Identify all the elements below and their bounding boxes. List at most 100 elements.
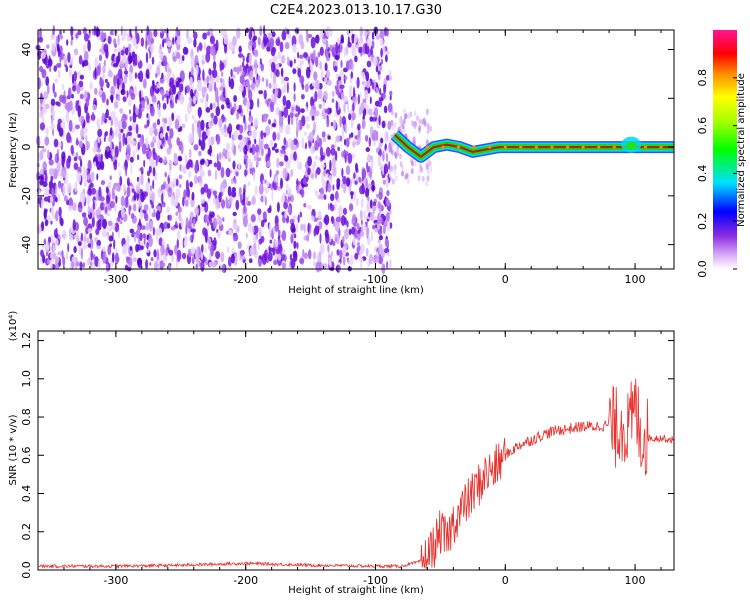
noise-speckle [378,115,381,126]
noise-speckle [90,171,95,182]
noise-speckle [95,189,99,202]
noise-speckle [382,92,386,99]
noise-speckle [239,124,244,134]
noise-speckle [306,204,312,210]
noise-speckle [66,158,71,169]
noise-speckle [109,243,112,248]
noise-speckle [429,125,433,132]
noise-speckle [168,116,172,128]
signal-peak-dot [643,145,648,149]
noise-speckle [219,127,223,132]
noise-speckle [113,48,118,53]
noise-speckle [85,134,88,146]
noise-speckle [349,84,353,94]
noise-speckle [361,168,367,179]
noise-speckle [151,56,155,65]
noise-speckle [218,117,223,129]
noise-speckle [54,78,59,84]
noise-speckle [194,119,198,124]
noise-speckle [303,202,307,208]
noise-speckle [194,207,200,216]
noise-speckle [46,149,50,160]
noise-speckle [241,61,245,68]
noise-speckle [71,85,77,92]
noise-speckle [96,239,101,246]
noise-speckle [301,94,305,100]
noise-speckle [113,162,118,171]
noise-speckle [107,35,112,45]
noise-speckle [116,216,121,222]
colorbar-tick-label: 0.8 [696,69,709,87]
noise-speckle [58,127,64,137]
noise-speckle [340,215,346,226]
noise-speckle [176,137,180,146]
noise-speckle [113,38,117,45]
noise-speckle [296,242,299,249]
noise-speckle [200,187,205,195]
noise-speckle [244,169,247,177]
noise-speckle [268,222,272,235]
noise-speckle [97,128,103,138]
noise-speckle [152,166,156,177]
noise-speckle [324,62,328,72]
noise-speckle [308,131,314,142]
noise-speckle [175,81,180,88]
noise-speckle [242,55,245,63]
noise-speckle [153,208,156,216]
noise-speckle [88,184,92,193]
noise-speckle [342,236,345,244]
noise-speckle [85,194,91,205]
noise-speckle [330,122,334,127]
noise-speckle [343,102,346,113]
noise-speckle [377,161,382,167]
noise-speckle [82,27,87,36]
noise-speckle [309,59,312,71]
noise-speckle [117,95,121,102]
noise-speckle [239,64,243,73]
noise-speckle [355,197,359,207]
noise-speckle [344,228,349,240]
noise-speckle [283,137,287,146]
noise-speckle [163,221,169,230]
noise-speckle [205,52,211,63]
noise-speckle [117,78,120,90]
noise-speckle [252,128,257,141]
noise-speckle [277,51,282,60]
noise-speckle [209,103,213,111]
noise-speckle [314,155,320,160]
noise-speckle [183,189,187,200]
noise-speckle [103,43,109,53]
noise-speckle [365,134,369,142]
noise-speckle [271,31,276,38]
noise-speckle [191,256,195,265]
noise-speckle [98,121,101,131]
noise-speckle [270,104,275,113]
noise-speckle [71,256,76,262]
noise-speckle [36,224,42,235]
noise-speckle [138,70,144,83]
noise-speckle [176,230,181,241]
noise-speckle [386,199,391,207]
noise-speckle [130,213,135,219]
noise-speckle [340,92,345,100]
noise-speckle [371,81,375,90]
noise-speckle [248,115,254,123]
noise-speckle [73,48,79,56]
noise-speckle [384,143,387,151]
noise-speckle [236,111,240,120]
noise-speckle [195,91,200,98]
noise-speckle [115,185,119,192]
noise-speckle [204,214,209,223]
noise-speckle [148,191,151,197]
signal-peak-dot [456,145,461,149]
noise-speckle [250,214,256,223]
noise-speckle [287,187,292,198]
noise-speckle [172,84,177,95]
noise-speckle [221,263,225,273]
noise-speckle [377,146,380,152]
noise-speckle [121,36,126,42]
noise-speckle [157,187,160,197]
noise-speckle [232,211,237,217]
noise-speckle [393,121,397,128]
noise-speckle [253,171,256,182]
